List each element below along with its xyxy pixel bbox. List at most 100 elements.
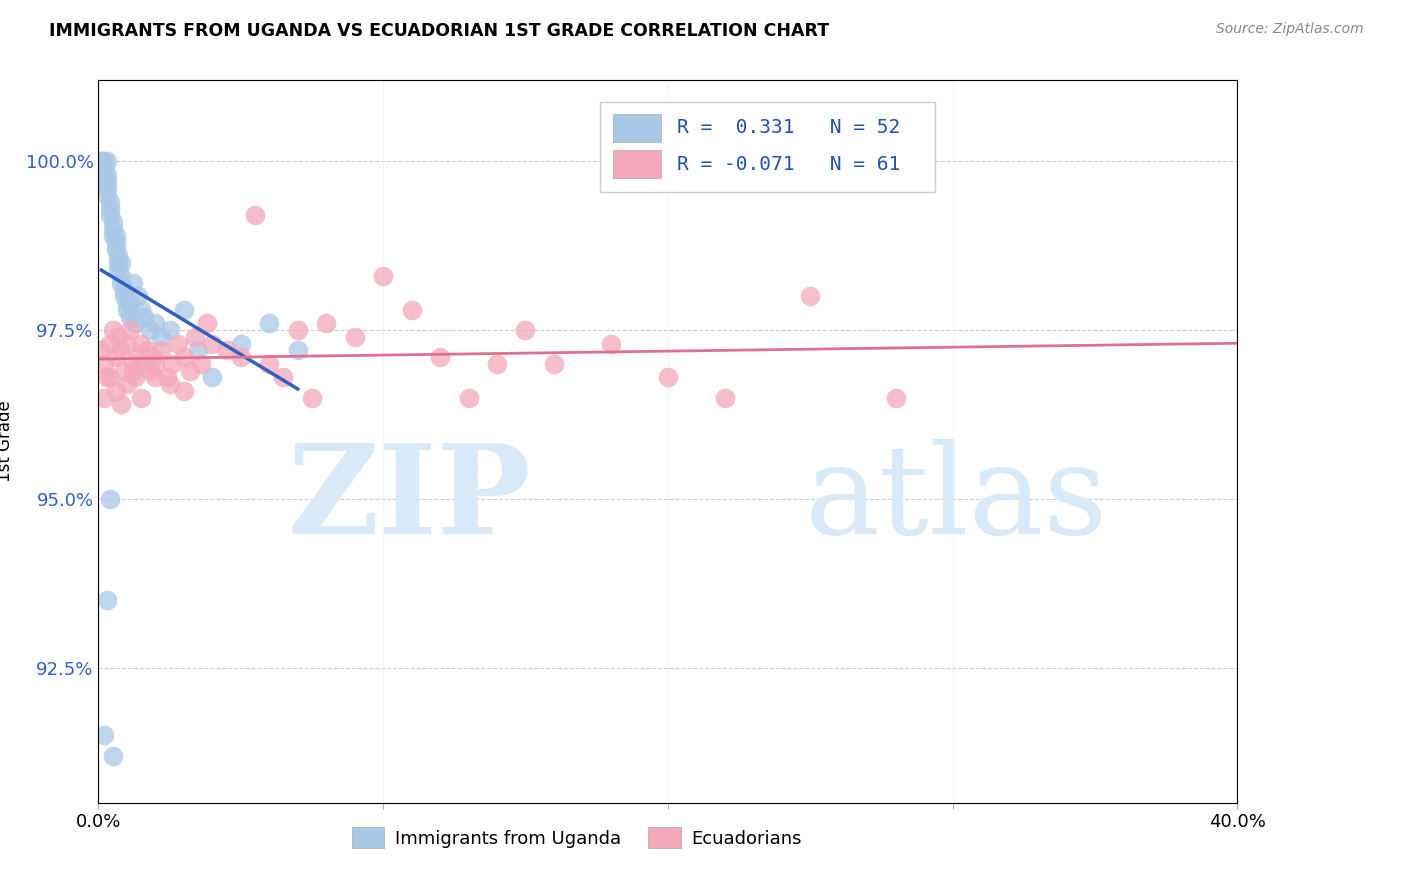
Point [138,323,160,337]
Point [135,343,157,358]
Point [187,343,209,358]
Point [98,208,121,222]
Point [115,377,138,392]
Point [229,350,252,364]
Point [145,317,167,331]
Text: IMMIGRANTS FROM UGANDA VS ECUADORIAN 1ST GRADE CORRELATION CHART: IMMIGRANTS FROM UGANDA VS ECUADORIAN 1ST… [49,22,830,40]
Point [167,336,190,351]
Point [93,357,115,371]
Point [96,168,118,182]
Point [132,357,155,371]
Point [93,154,115,169]
Point [515,323,537,337]
Point [112,364,135,378]
Point [315,317,337,331]
Point [101,222,124,236]
Point [107,330,129,344]
Point [118,323,141,337]
Point [129,336,152,351]
Point [132,310,155,324]
Point [101,748,124,763]
Point [101,215,124,229]
Point [190,357,212,371]
Point [243,208,266,222]
Point [112,289,135,303]
Y-axis label: 1st Grade: 1st Grade [0,401,14,483]
Text: ZIP: ZIP [287,439,531,560]
Point [104,350,127,364]
Point [195,317,218,331]
Point [121,364,143,378]
Point [124,317,146,331]
Point [98,194,121,209]
Point [110,255,132,269]
Point [215,343,238,358]
Point [93,391,115,405]
Point [301,391,323,405]
Point [90,154,112,169]
Point [121,357,143,371]
Point [104,384,127,398]
Point [104,228,127,243]
Point [98,491,121,506]
Legend: Immigrants from Uganda, Ecuadorians: Immigrants from Uganda, Ecuadorians [344,820,808,855]
Point [129,302,152,317]
Point [118,310,141,324]
Point [98,336,121,351]
Point [129,391,152,405]
Point [93,161,115,175]
FancyBboxPatch shape [613,151,661,178]
Point [287,343,309,358]
Point [90,154,112,169]
Point [115,302,138,317]
Point [543,357,565,371]
Point [259,317,281,331]
Point [96,154,118,169]
Point [96,188,118,202]
Point [373,269,395,284]
Text: R =  0.331   N = 52: R = 0.331 N = 52 [676,119,900,137]
Point [110,343,132,358]
Point [104,242,127,256]
Point [173,350,195,364]
Point [229,336,252,351]
Point [110,269,132,284]
Point [600,336,623,351]
Text: atlas: atlas [804,439,1108,560]
Point [145,357,167,371]
Point [138,364,160,378]
Text: Source: ZipAtlas.com: Source: ZipAtlas.com [1216,22,1364,37]
Point [98,202,121,216]
Point [101,228,124,243]
Point [110,397,132,411]
Point [96,175,118,189]
FancyBboxPatch shape [613,114,661,142]
Point [201,336,224,351]
Point [145,370,167,384]
Point [173,384,195,398]
Point [799,289,821,303]
Point [93,175,115,189]
FancyBboxPatch shape [599,102,935,193]
Point [141,350,163,364]
Point [343,330,366,344]
Point [96,370,118,384]
Point [127,289,149,303]
Point [457,391,479,405]
Point [96,181,118,195]
Point [486,357,509,371]
Point [107,255,129,269]
Point [159,323,181,337]
Point [107,249,129,263]
Point [714,391,737,405]
Point [90,161,112,175]
Point [201,370,224,384]
Point [93,728,115,742]
Point [179,364,201,378]
Point [127,350,149,364]
Point [115,336,138,351]
Point [115,296,138,310]
Point [657,370,679,384]
Point [112,283,135,297]
Point [118,296,141,310]
